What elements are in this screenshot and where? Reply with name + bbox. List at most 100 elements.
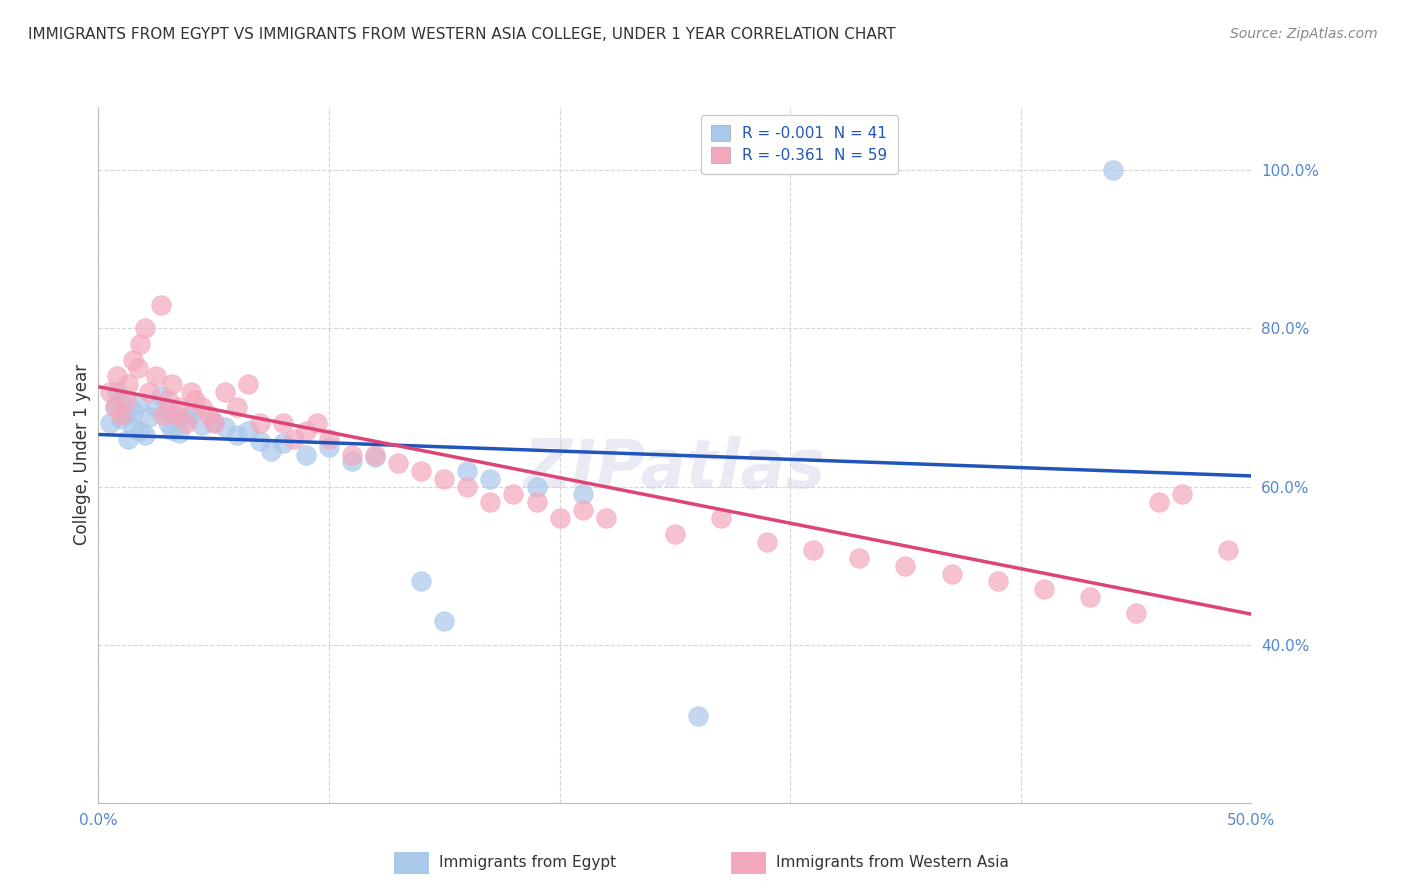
Point bbox=[1032, 582, 1054, 597]
Point bbox=[167, 425, 190, 440]
Point bbox=[184, 392, 207, 407]
Point bbox=[191, 401, 214, 415]
Point bbox=[134, 428, 156, 442]
Point bbox=[214, 420, 236, 434]
Point bbox=[411, 574, 433, 589]
Point bbox=[115, 409, 138, 423]
Point bbox=[149, 389, 172, 403]
Point bbox=[664, 527, 686, 541]
Point bbox=[117, 376, 139, 391]
Y-axis label: College, Under 1 year: College, Under 1 year bbox=[73, 364, 91, 546]
Point bbox=[238, 424, 260, 438]
Point bbox=[110, 392, 132, 407]
Text: Immigrants from Egypt: Immigrants from Egypt bbox=[439, 855, 616, 870]
Point bbox=[160, 376, 183, 391]
Point bbox=[271, 436, 294, 450]
Point bbox=[202, 415, 225, 429]
Point bbox=[149, 298, 172, 312]
Point bbox=[98, 384, 121, 399]
Point bbox=[174, 417, 197, 431]
Point bbox=[710, 511, 733, 525]
Point bbox=[1102, 163, 1125, 178]
Point bbox=[941, 566, 963, 581]
Point bbox=[271, 417, 294, 431]
Point bbox=[502, 487, 524, 501]
Text: Immigrants from Western Asia: Immigrants from Western Asia bbox=[776, 855, 1010, 870]
Point bbox=[122, 404, 145, 418]
Point bbox=[456, 479, 478, 493]
Point bbox=[180, 407, 202, 421]
Point bbox=[152, 409, 174, 423]
Point bbox=[1171, 487, 1194, 501]
Point bbox=[340, 448, 363, 462]
Point bbox=[548, 511, 571, 525]
Point bbox=[260, 444, 283, 458]
Point bbox=[1218, 542, 1240, 557]
Point bbox=[340, 454, 363, 468]
Point bbox=[479, 495, 502, 509]
Point bbox=[198, 409, 221, 423]
Point bbox=[110, 409, 132, 423]
Point bbox=[894, 558, 917, 573]
Point bbox=[180, 384, 202, 399]
Text: Source: ZipAtlas.com: Source: ZipAtlas.com bbox=[1230, 27, 1378, 41]
Point bbox=[801, 542, 824, 557]
Point bbox=[1147, 495, 1170, 509]
Point bbox=[756, 535, 779, 549]
Text: ZIPatlas: ZIPatlas bbox=[524, 436, 825, 502]
Point bbox=[283, 432, 305, 446]
Point bbox=[105, 384, 128, 399]
Point bbox=[1125, 606, 1147, 620]
Point bbox=[571, 503, 593, 517]
Point bbox=[595, 511, 617, 525]
Point bbox=[686, 708, 709, 723]
Point bbox=[191, 417, 214, 432]
Point bbox=[103, 401, 125, 415]
Point bbox=[479, 472, 502, 486]
Point bbox=[174, 412, 197, 426]
Point bbox=[225, 401, 247, 415]
Point bbox=[129, 424, 152, 438]
Point bbox=[225, 428, 247, 442]
Point bbox=[456, 464, 478, 478]
Point bbox=[129, 337, 152, 351]
Point bbox=[127, 396, 149, 410]
Point bbox=[848, 550, 870, 565]
Point bbox=[526, 495, 548, 509]
Point bbox=[105, 368, 128, 383]
Point bbox=[156, 392, 179, 407]
Point bbox=[117, 432, 139, 446]
Point bbox=[1078, 591, 1101, 605]
Point bbox=[138, 384, 160, 399]
Point bbox=[318, 440, 340, 454]
Point bbox=[134, 321, 156, 335]
Point bbox=[160, 423, 183, 437]
Point bbox=[156, 417, 179, 431]
Point bbox=[307, 417, 329, 431]
Text: IMMIGRANTS FROM EGYPT VS IMMIGRANTS FROM WESTERN ASIA COLLEGE, UNDER 1 YEAR CORR: IMMIGRANTS FROM EGYPT VS IMMIGRANTS FROM… bbox=[28, 27, 896, 42]
Point bbox=[433, 614, 456, 628]
Point bbox=[364, 450, 387, 464]
Point bbox=[103, 401, 125, 415]
Point bbox=[411, 464, 433, 478]
Point bbox=[364, 448, 387, 462]
Point bbox=[249, 434, 271, 448]
Point bbox=[110, 412, 132, 426]
Point bbox=[387, 456, 409, 470]
Point bbox=[249, 417, 271, 431]
Point bbox=[145, 368, 167, 383]
Point bbox=[295, 448, 318, 462]
Point bbox=[127, 361, 149, 376]
Point bbox=[202, 417, 225, 431]
Point bbox=[295, 424, 318, 438]
Point bbox=[987, 574, 1010, 589]
Point bbox=[122, 353, 145, 368]
Point bbox=[138, 409, 160, 424]
Legend: R = -0.001  N = 41, R = -0.361  N = 59: R = -0.001 N = 41, R = -0.361 N = 59 bbox=[700, 115, 898, 174]
Point bbox=[433, 472, 456, 486]
Point bbox=[163, 409, 186, 423]
Point bbox=[526, 479, 548, 493]
Point bbox=[318, 432, 340, 446]
Point bbox=[145, 401, 167, 415]
Point bbox=[167, 401, 190, 415]
